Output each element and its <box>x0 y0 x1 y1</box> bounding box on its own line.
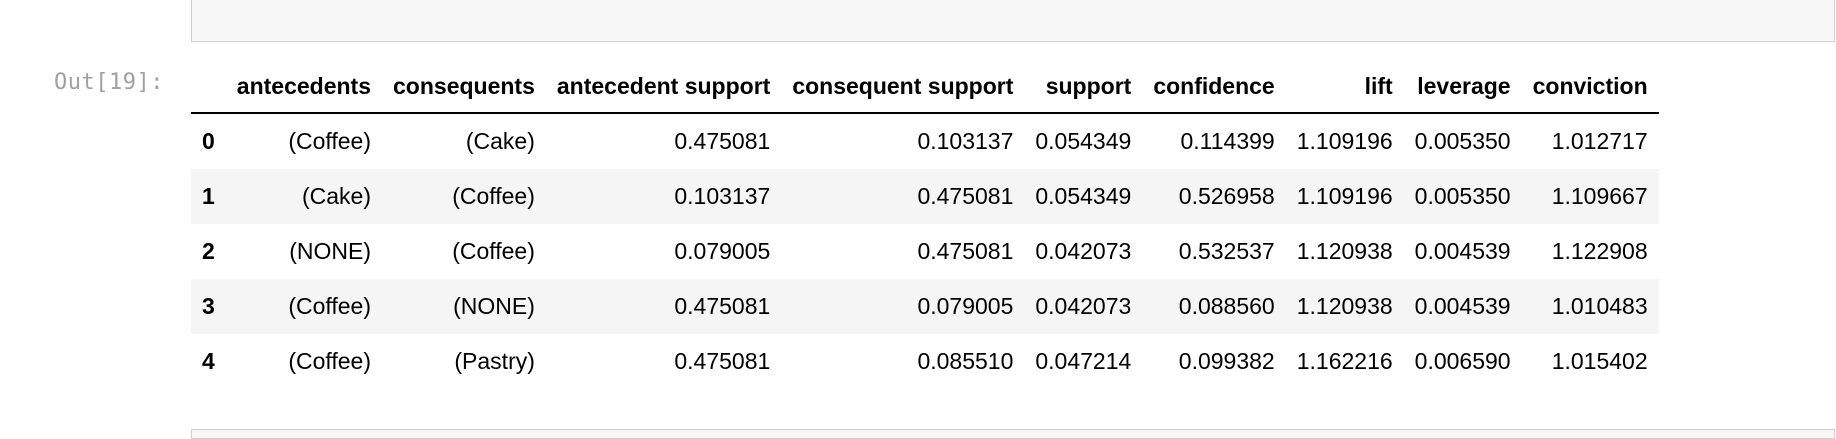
table-cell: 1.109196 <box>1296 128 1393 154</box>
code-input-cell[interactable] <box>191 0 1835 42</box>
table-cell: 0.114399 <box>1180 128 1275 154</box>
table-cell: 0.047214 <box>1035 348 1132 374</box>
table-cell: (Coffee) <box>452 238 535 264</box>
index-header <box>191 60 226 114</box>
table-cell: (Cake) <box>302 183 372 209</box>
table-cell: 0.042073 <box>1035 238 1132 264</box>
table-cell: (Pastry) <box>454 348 535 374</box>
table-cell: 0.475081 <box>917 183 1014 209</box>
table-cell: (NONE) <box>453 293 535 319</box>
table-cell: (NONE) <box>289 238 372 264</box>
column-header: antecedent support <box>545 60 782 114</box>
table-cell: 0.054349 <box>1035 128 1132 154</box>
row-index: 2 <box>202 238 215 264</box>
table-cell: 0.103137 <box>917 128 1014 154</box>
table-cell: (Coffee) <box>288 128 372 154</box>
table-cell: 0.475081 <box>674 128 771 154</box>
table-cell: (Coffee) <box>452 183 535 209</box>
table-row: 0 (Coffee) (Cake) 0.475081 0.103137 0.05… <box>191 113 1659 169</box>
column-header: consequents <box>382 60 546 114</box>
table-row: 4 (Coffee) (Pastry) 0.475081 0.085510 0.… <box>191 334 1659 389</box>
table-cell: 0.085510 <box>917 348 1014 374</box>
table-cell: 1.109196 <box>1296 183 1393 209</box>
table-cell: 0.526958 <box>1178 183 1275 209</box>
table-cell: 0.079005 <box>917 293 1014 319</box>
column-header: leverage <box>1403 60 1522 114</box>
table-cell: 1.012717 <box>1551 128 1648 154</box>
next-code-cell[interactable] <box>191 429 1835 439</box>
dataframe-table: antecedents consequents antecedent suppo… <box>191 60 1659 389</box>
table-cell: 1.120938 <box>1296 238 1393 264</box>
row-index: 4 <box>202 348 215 374</box>
column-header: lift <box>1285 60 1404 114</box>
table-cell: 0.099382 <box>1178 348 1275 374</box>
column-header: confidence <box>1142 60 1286 114</box>
table-cell: 0.475081 <box>917 238 1014 264</box>
table-cell: 1.162216 <box>1296 348 1393 374</box>
table-row: 1 (Cake) (Coffee) 0.103137 0.475081 0.05… <box>191 169 1659 224</box>
column-header: antecedents <box>225 60 383 114</box>
column-header: consequent support <box>781 60 1025 114</box>
table-cell: 0.079005 <box>674 238 771 264</box>
table-cell: 0.005350 <box>1414 183 1511 209</box>
table-cell: 0.103137 <box>674 183 771 209</box>
table-cell: 0.005350 <box>1414 128 1511 154</box>
table-cell: 1.120938 <box>1296 293 1393 319</box>
table-cell: 0.475081 <box>674 348 771 374</box>
table-cell: 1.109667 <box>1551 183 1648 209</box>
table-cell: (Coffee) <box>288 293 372 319</box>
table-cell: 1.122908 <box>1551 238 1648 264</box>
row-index: 1 <box>202 183 215 209</box>
table-cell: 0.532537 <box>1178 238 1275 264</box>
table-cell: (Cake) <box>465 128 535 154</box>
column-header: support <box>1024 60 1143 114</box>
row-index: 0 <box>202 128 215 154</box>
table-cell: 0.475081 <box>674 293 771 319</box>
output-prompt: Out[19]: <box>54 70 164 95</box>
table-header-row: antecedents consequents antecedent suppo… <box>191 60 1659 114</box>
table-row: 3 (Coffee) (NONE) 0.475081 0.079005 0.04… <box>191 279 1659 334</box>
table-cell: 0.004539 <box>1414 293 1511 319</box>
table-cell: 0.088560 <box>1178 293 1275 319</box>
table-cell: 1.015402 <box>1551 348 1648 374</box>
table-cell: 0.006590 <box>1414 348 1511 374</box>
table-cell: 0.042073 <box>1035 293 1132 319</box>
table-cell: 0.054349 <box>1035 183 1132 209</box>
table-cell: (Coffee) <box>288 348 372 374</box>
table-row: 2 (NONE) (Coffee) 0.079005 0.475081 0.04… <box>191 224 1659 279</box>
row-index: 3 <box>202 293 215 319</box>
table-cell: 1.010483 <box>1551 293 1648 319</box>
table-cell: 0.004539 <box>1414 238 1511 264</box>
column-header: conviction <box>1521 60 1659 114</box>
